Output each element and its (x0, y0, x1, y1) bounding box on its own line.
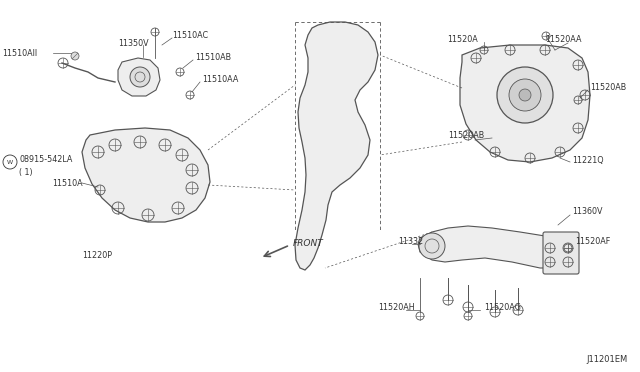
Text: 11510AA: 11510AA (202, 76, 238, 84)
Circle shape (130, 67, 150, 87)
Text: 11520AA: 11520AA (545, 35, 582, 45)
Text: 11221Q: 11221Q (572, 155, 604, 164)
Text: W: W (7, 160, 13, 164)
Text: 11220P: 11220P (82, 250, 112, 260)
Text: 11332: 11332 (398, 237, 423, 247)
Text: 11510AC: 11510AC (172, 32, 208, 41)
Polygon shape (295, 22, 378, 270)
Text: 11520AG: 11520AG (484, 304, 521, 312)
Circle shape (519, 89, 531, 101)
Text: 11520AB: 11520AB (448, 131, 484, 141)
Text: J11201EM: J11201EM (587, 356, 628, 365)
Polygon shape (460, 45, 590, 162)
Polygon shape (82, 128, 210, 222)
Text: 11520A: 11520A (447, 35, 477, 45)
FancyBboxPatch shape (543, 232, 579, 274)
Text: 11350V: 11350V (118, 38, 148, 48)
Circle shape (497, 67, 553, 123)
Text: 11520AH: 11520AH (378, 304, 415, 312)
Polygon shape (418, 226, 570, 268)
Text: 11360V: 11360V (572, 208, 602, 217)
Text: ( 1): ( 1) (19, 169, 33, 177)
Circle shape (509, 79, 541, 111)
Polygon shape (118, 58, 160, 96)
Text: 08915-542LA: 08915-542LA (19, 155, 72, 164)
Text: 11510A: 11510A (52, 179, 83, 187)
Text: 11520AF: 11520AF (575, 237, 611, 246)
Text: 11510AB: 11510AB (195, 54, 231, 62)
Text: 11520AB: 11520AB (590, 83, 627, 93)
Text: FRONT: FRONT (293, 238, 324, 247)
Circle shape (71, 52, 79, 60)
Text: 11510AII: 11510AII (2, 48, 37, 58)
Circle shape (419, 233, 445, 259)
